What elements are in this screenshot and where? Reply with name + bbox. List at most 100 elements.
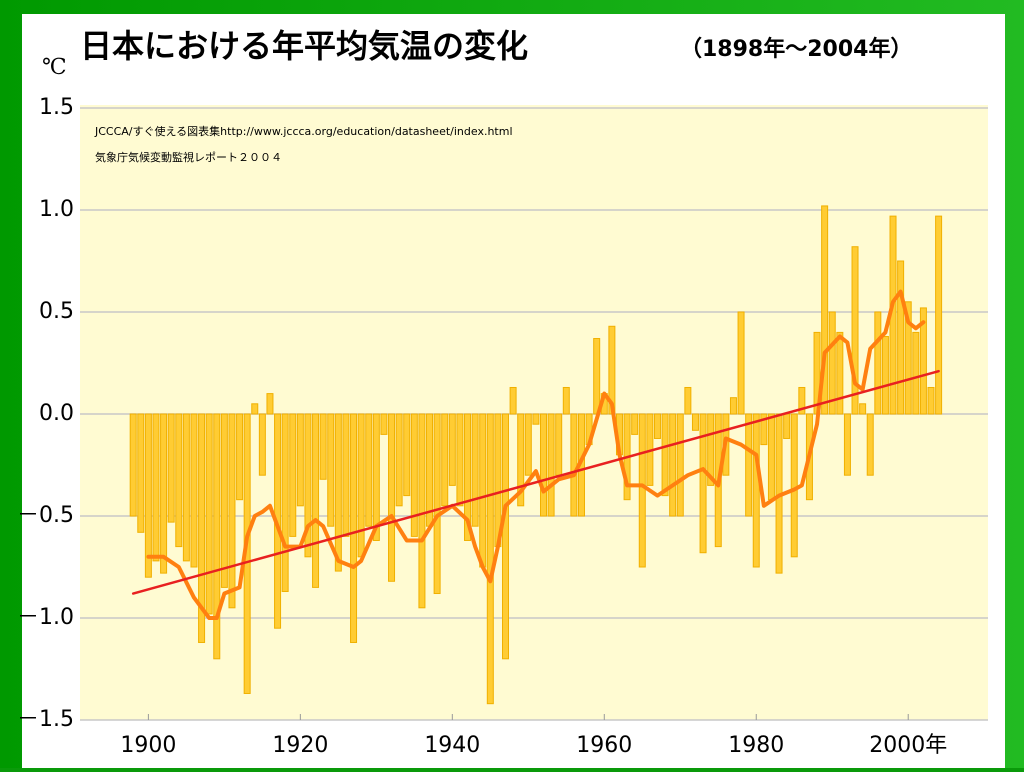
chart-title: 日本における年平均気温の変化 [80, 27, 528, 65]
y-axis-label: ℃ [42, 55, 67, 80]
chart-subtitle: （1898年～2004年） [680, 36, 912, 62]
bar [737, 311, 745, 415]
bar [547, 413, 555, 517]
bar [296, 413, 304, 507]
bar [380, 413, 388, 435]
bar [631, 413, 639, 435]
bar [433, 413, 441, 595]
bar [236, 413, 244, 501]
bar [790, 413, 798, 558]
bar [570, 413, 578, 517]
x-tick-label: 1920 [272, 733, 328, 758]
bar [464, 413, 472, 541]
y-tick-label: －1.5 [17, 707, 74, 732]
bar [927, 386, 935, 415]
bar [836, 331, 844, 415]
bar [669, 413, 677, 517]
bar [653, 413, 661, 439]
y-tick-label: －0.5 [17, 503, 74, 528]
bar [904, 301, 912, 415]
bar [851, 246, 859, 415]
bar [357, 413, 365, 558]
bar [205, 413, 213, 615]
bar [517, 413, 525, 507]
bar [767, 413, 775, 501]
bar [403, 413, 411, 497]
bar [258, 413, 266, 476]
bar [395, 413, 403, 507]
bar [562, 386, 570, 415]
bar [539, 413, 547, 517]
bar [182, 413, 190, 562]
bar [441, 413, 449, 507]
bar [304, 413, 312, 558]
line [146, 289, 926, 620]
bar [881, 335, 889, 415]
bar [638, 413, 646, 568]
bar [448, 413, 456, 486]
x-tick-label: 1980 [728, 733, 784, 758]
bar [707, 413, 715, 486]
bar [137, 413, 145, 533]
annotation: JCCCA/すぐ使える図表集http://www.jccca.org/educa… [94, 124, 513, 138]
bar [266, 393, 274, 415]
bar [798, 386, 806, 415]
bar [372, 413, 380, 541]
bar [502, 413, 510, 660]
bar [843, 413, 851, 476]
bar [190, 413, 198, 568]
bar [699, 413, 707, 554]
bar [912, 331, 920, 415]
bar [661, 413, 669, 497]
bar [281, 413, 289, 592]
bar [350, 413, 358, 643]
bar [388, 413, 396, 582]
bar [866, 413, 874, 476]
bar [175, 413, 183, 548]
bar [418, 413, 426, 609]
bar [828, 311, 836, 415]
x-tick-label: 1960 [576, 733, 632, 758]
y-tick-label: 0.5 [39, 299, 74, 324]
line [131, 369, 940, 595]
bar [684, 386, 692, 415]
bar [220, 413, 228, 588]
annotation: 気象庁気候変動監視レポート２００４ [95, 150, 282, 164]
x-tick-label: 2000年 [869, 733, 947, 758]
bar [456, 413, 464, 507]
bar [752, 413, 760, 568]
bar [874, 311, 882, 415]
bar [160, 413, 168, 574]
y-tick-label: 0.0 [39, 401, 74, 426]
bar [555, 413, 563, 476]
bar [312, 413, 320, 588]
bar [144, 413, 152, 578]
y-tick-label: －1.0 [17, 605, 74, 630]
bar [729, 397, 737, 415]
bar [365, 413, 373, 527]
bar [410, 413, 418, 537]
bar [479, 413, 487, 568]
y-tick-label: 1.0 [39, 197, 74, 222]
bar [745, 413, 753, 517]
bar [524, 413, 532, 476]
bar [213, 413, 221, 660]
bar [821, 205, 829, 415]
bar [919, 307, 927, 415]
bar [532, 413, 540, 425]
bar [471, 413, 479, 527]
bar [691, 413, 699, 431]
bar [198, 413, 206, 643]
bar [289, 413, 297, 537]
bar [129, 413, 137, 517]
x-tick-label: 1940 [424, 733, 480, 758]
bar [327, 413, 335, 527]
y-tick-label: 1.5 [39, 95, 74, 120]
bar [228, 413, 236, 609]
x-tick-label: 1900 [120, 733, 176, 758]
bar [897, 260, 905, 415]
bar [334, 413, 342, 572]
bar [486, 413, 494, 705]
